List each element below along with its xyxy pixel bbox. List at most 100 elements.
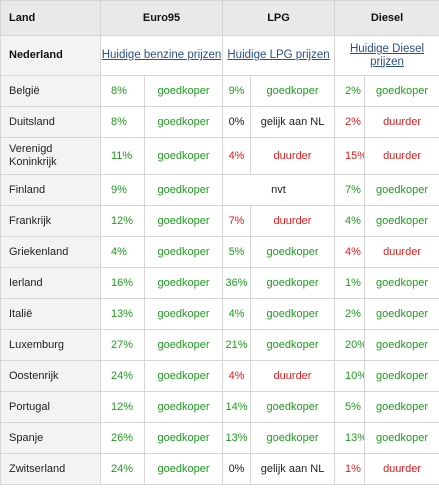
country-name: Finland	[0, 174, 101, 206]
diesel-percentage: 4%	[334, 205, 366, 237]
euro95-percentage: 24%	[100, 453, 145, 485]
lpg-percentage: 7%	[222, 205, 252, 237]
lpg-percentage: 0%	[222, 106, 252, 138]
table-row: Portugal 12% goedkoper 14% goedkoper 5% goedko…	[0, 391, 439, 423]
table-row: Frankrijk 12% goedkoper 7% duurder 4% goedkope…	[0, 205, 439, 237]
table-header-row: Land Euro95 LPG Diesel	[0, 0, 439, 36]
country-name: België	[0, 75, 101, 107]
euro95-comparison: goedkoper	[143, 453, 224, 485]
euro95-comparison: goedkoper	[143, 174, 224, 206]
country-name: Frankrijk	[0, 205, 101, 237]
lpg-comparison: goedkoper	[250, 267, 336, 299]
euro95-comparison: goedkoper	[143, 106, 224, 138]
lpg-percentage: 4%	[222, 298, 252, 330]
table-row: Spanje26%goedkoper13%goedkoper13%goedkop…	[0, 422, 439, 454]
table-row: België 8% goedkoper 9% goedkoper 2% goedkoper	[0, 75, 439, 107]
diesel-percentage: 4%	[334, 236, 366, 268]
table-row: Oostenrijk24%goedkoper4%duurder10%goedko…	[0, 360, 439, 392]
country-name: Portugal	[0, 391, 101, 423]
diesel-comparison: duurder	[364, 137, 439, 175]
euro95-comparison: goedkoper	[143, 329, 224, 361]
country-name: Italië	[0, 298, 101, 330]
table-row: Finland 9% goedkoper nvt 7% goedkoper	[0, 174, 439, 206]
lpg-prices-link[interactable]: Huidige LPG prijzen	[227, 49, 330, 61]
euro95-percentage: 27%	[100, 329, 145, 361]
diesel-percentage: 2%	[334, 106, 366, 138]
lpg-percentage: 0%	[222, 453, 252, 485]
lpg-comparison: goedkoper	[250, 329, 336, 361]
diesel-percentage: 2%	[334, 75, 366, 107]
diesel-comparison: goedkoper	[364, 391, 439, 423]
lpg-percentage: 13%	[222, 422, 252, 454]
diesel-comparison: goedkoper	[364, 329, 439, 361]
country-name: Ierland	[0, 267, 101, 299]
header-lpg: LPG	[222, 0, 336, 36]
lpg-comparison: goedkoper	[250, 391, 336, 423]
table-row: Verenigd Koninkrijk 11% goedkoper 4% duurder…	[0, 137, 439, 175]
euro95-percentage: 13%	[100, 298, 145, 330]
lpg-comparison: duurder	[250, 137, 336, 175]
diesel-prices-link[interactable]: Huidige Diesel prijzen	[349, 42, 425, 68]
nederland-label: Nederland	[0, 35, 101, 76]
header-euro95: Euro95	[99, 0, 224, 36]
diesel-comparison: goedkoper	[364, 267, 439, 299]
euro95-percentage: 8%	[100, 75, 145, 107]
diesel-percentage: 2%	[334, 298, 366, 330]
euro95-percentage: 8%	[100, 106, 145, 138]
euro95-comparison: goedkoper	[143, 205, 224, 237]
lpg-comparison: nvt	[222, 174, 336, 206]
lpg-percentage: 9%	[222, 75, 252, 107]
header-land: Land	[0, 0, 101, 36]
euro95-percentage: 12%	[100, 391, 145, 423]
lpg-comparison: goedkoper	[250, 236, 336, 268]
euro95-percentage: 11%	[100, 137, 145, 175]
lpg-percentage: 4%	[222, 137, 252, 175]
euro95-comparison: goedkoper	[143, 236, 224, 268]
country-name: Zwitserland	[0, 453, 101, 485]
lpg-comparison: goedkoper	[250, 422, 336, 454]
table-row: Ierland 16% goedkoper 36% goedkoper 1% goedkop…	[0, 267, 439, 299]
diesel-percentage: 13%	[334, 422, 366, 454]
diesel-comparison: duurder	[364, 236, 439, 268]
lpg-percentage: 5%	[222, 236, 252, 268]
header-diesel: Diesel	[334, 0, 439, 36]
table-row: Duitsland 8% goedkoper 0% gelijk aan NL 2% duu…	[0, 106, 439, 138]
table-row: Italië 13% goedkoper 4% goedkoper 2% goedkoper	[0, 298, 439, 330]
diesel-percentage: 15%	[334, 137, 366, 175]
euro95-comparison: goedkoper	[143, 75, 224, 107]
table-row: Zwitserland 24% goedkoper 0% gelijk aan NL 1%…	[0, 453, 439, 485]
diesel-comparison: goedkoper	[364, 298, 439, 330]
euro95-comparison: goedkoper	[143, 137, 224, 175]
euro95-comparison: goedkoper	[143, 267, 224, 299]
lpg-percentage: 21%	[222, 329, 252, 361]
euro95-percentage: 12%	[100, 205, 145, 237]
euro95-percentage: 24%	[100, 360, 145, 392]
lpg-comparison: duurder	[250, 360, 336, 392]
diesel-percentage: 10%	[334, 360, 366, 392]
lpg-percentage: 14%	[222, 391, 252, 423]
diesel-percentage: 7%	[334, 174, 366, 206]
country-name: Griekenland	[0, 236, 101, 268]
diesel-comparison: goedkoper	[364, 75, 439, 107]
diesel-comparison: duurder	[364, 453, 439, 485]
lpg-comparison: gelijk aan NL	[250, 453, 336, 485]
euro95-percentage: 16%	[100, 267, 145, 299]
euro95-comparison: goedkoper	[143, 298, 224, 330]
country-name: Verenigd Koninkrijk	[0, 137, 101, 175]
diesel-comparison: goedkoper	[364, 205, 439, 237]
euro95-percentage: 26%	[100, 422, 145, 454]
euro95-percentage: 4%	[100, 236, 145, 268]
country-name: Oostenrijk	[0, 360, 101, 392]
euro95-comparison: goedkoper	[143, 360, 224, 392]
diesel-percentage: 1%	[334, 453, 366, 485]
lpg-comparison: goedkoper	[250, 298, 336, 330]
euro95-comparison: goedkoper	[143, 391, 224, 423]
euro95-comparison: goedkoper	[143, 422, 224, 454]
country-name: Luxemburg	[0, 329, 101, 361]
benzine-prices-link[interactable]: Huidige benzine prijzen	[101, 49, 222, 61]
country-name: Duitsland	[0, 106, 101, 138]
diesel-comparison: goedkoper	[364, 174, 439, 206]
lpg-percentage: 4%	[222, 360, 252, 392]
diesel-percentage: 5%	[334, 391, 366, 423]
